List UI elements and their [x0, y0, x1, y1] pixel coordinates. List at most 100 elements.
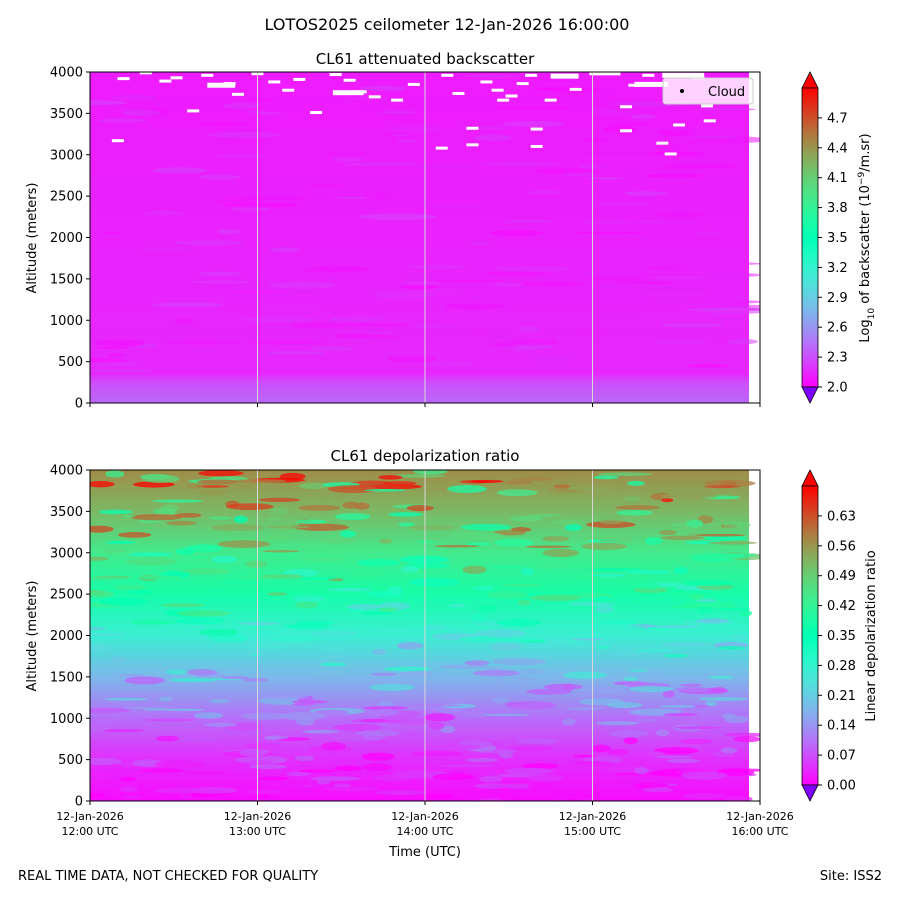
depolarization-streak: [154, 787, 207, 794]
depolarization-streak: [487, 590, 530, 599]
cloud-marker-icon: [680, 89, 684, 93]
depolarization-streak: [450, 531, 504, 541]
backscatter-streak: [344, 96, 392, 101]
cloud-detection-mark: [664, 152, 677, 156]
depolarization-streak: [488, 637, 545, 642]
backscatter-streak: [222, 203, 300, 208]
depolarization-streak: [309, 630, 359, 636]
backscatter-streak: [404, 275, 435, 280]
depolarization-streak: [623, 676, 639, 681]
depolarization-streak: [408, 525, 456, 531]
y-tick-label: 1000: [50, 314, 83, 329]
backscatter-streak: [662, 164, 737, 169]
backscatter-streak: [214, 198, 259, 205]
depolarization-streak: [90, 644, 111, 652]
depolarization-streak: [597, 472, 653, 477]
depolarization-streak: [653, 624, 702, 629]
depolarization-streak: [243, 535, 297, 542]
backscatter-streak: [90, 100, 127, 106]
backscatter-streak: [263, 305, 322, 311]
cloud-detection-mark: [170, 76, 183, 80]
depolarization-streak: [708, 675, 735, 680]
depolarization-streak: [399, 555, 450, 564]
backscatter-streak: [629, 114, 657, 120]
depolarization-streak: [90, 757, 122, 766]
depolarization-streak: [479, 775, 503, 783]
depolarization-streak: [321, 742, 346, 751]
depolarization-streak: [675, 686, 709, 693]
depolarization-title: CL61 depolarization ratio: [331, 447, 520, 465]
depolarization-streak: [174, 512, 202, 518]
colorbar-extend-max: [801, 469, 819, 487]
backscatter-streak: [711, 262, 760, 266]
depolarization-streak: [729, 634, 748, 640]
depolarization-streak: [128, 552, 173, 557]
depolarization-streak: [302, 557, 347, 562]
depolarization-streak: [565, 706, 604, 711]
backscatter-streak: [147, 228, 178, 233]
colorbar-tick-label: 0.49: [827, 569, 856, 584]
depolarization-streak: [581, 542, 627, 550]
time-xlabel: Time (UTC): [388, 845, 461, 860]
depolarization-streak: [90, 577, 118, 580]
backscatter-streak: [492, 282, 525, 287]
backscatter-streak: [536, 167, 597, 175]
depolarization-streak: [294, 601, 319, 609]
depolarization-streak: [370, 672, 399, 676]
depolarization-streak: [379, 607, 398, 613]
depolarization-streak: [328, 485, 379, 493]
depolarization-streak: [383, 481, 417, 486]
depolarization-streak: [169, 677, 217, 683]
backscatter-streak: [174, 240, 245, 246]
backscatter-streak: [583, 166, 627, 171]
backscatter-streak: [422, 360, 474, 367]
backscatter-streak: [359, 85, 407, 92]
depolarization-streak: [154, 760, 206, 769]
depolarization-streak: [368, 739, 388, 747]
x-tick-label-date: 12-Jan-2026: [224, 810, 292, 823]
depolarization-streak: [103, 729, 145, 732]
depolarization-streak: [181, 554, 210, 560]
depolarization-streak: [93, 768, 146, 777]
backscatter-streak: [483, 271, 551, 276]
depolarization-streak: [696, 618, 730, 624]
depolarization-y-axis: 0 500 1000 1500 2000 2500 3000 3500 4000: [50, 464, 90, 810]
backscatter-streak: [492, 105, 573, 110]
depolarization-streak: [265, 517, 283, 521]
cloud-detection-mark: [282, 88, 295, 92]
depolarization-streak: [679, 683, 703, 687]
depolarization-streak: [725, 795, 753, 801]
depolarization-streak: [232, 479, 287, 484]
depolarization-streak: [625, 569, 671, 575]
backscatter-streak: [581, 138, 607, 142]
backscatter-streak: [527, 190, 563, 195]
cloud-detection-mark: [491, 88, 504, 92]
depolarization-streak: [492, 696, 510, 704]
backscatter-streak: [692, 107, 756, 112]
depolarization-streak: [398, 522, 416, 527]
backscatter-streak: [514, 280, 585, 287]
depolarization-streak: [673, 566, 689, 575]
depolarization-streak: [571, 638, 604, 641]
depolarization-streak: [542, 535, 570, 542]
depolarization-streak: [265, 525, 310, 529]
y-tick-label: 4000: [50, 464, 83, 479]
backscatter-streak: [246, 114, 296, 117]
depolarization-streak: [562, 718, 576, 726]
backscatter-streak: [198, 174, 241, 180]
cloud-detection-mark: [268, 80, 281, 84]
depolarization-streak: [654, 747, 699, 755]
backscatter-streak: [561, 120, 589, 127]
depolarization-streak: [396, 642, 424, 650]
depolarization-streak: [130, 514, 183, 521]
backscatter-streak: [505, 220, 554, 223]
cloud-detection-mark: [293, 77, 306, 81]
backscatter-streak: [400, 284, 439, 290]
depolarization-streak: [654, 755, 694, 759]
depolarization-streak: [299, 577, 337, 580]
depolarization-streak: [709, 687, 728, 694]
depolarization-streak: [166, 520, 197, 526]
y-tick-label: 3000: [50, 148, 83, 163]
cloud-detection-mark: [139, 72, 152, 75]
depolarization-streak: [391, 474, 446, 478]
